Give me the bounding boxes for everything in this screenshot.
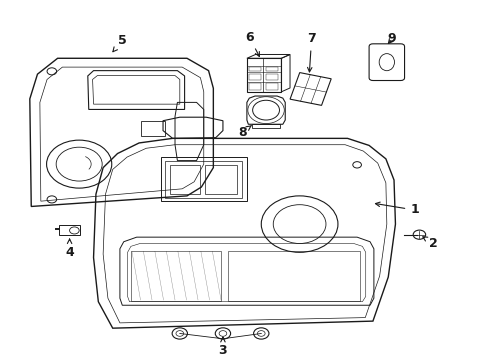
Text: 3: 3 [218, 337, 227, 356]
Text: 9: 9 [387, 32, 396, 45]
Text: 6: 6 [244, 31, 259, 57]
Text: 4: 4 [65, 239, 74, 259]
Text: 8: 8 [237, 126, 251, 139]
Text: 5: 5 [113, 34, 126, 52]
Text: 1: 1 [375, 202, 418, 216]
Text: 2: 2 [422, 237, 437, 250]
Text: 7: 7 [306, 32, 315, 72]
